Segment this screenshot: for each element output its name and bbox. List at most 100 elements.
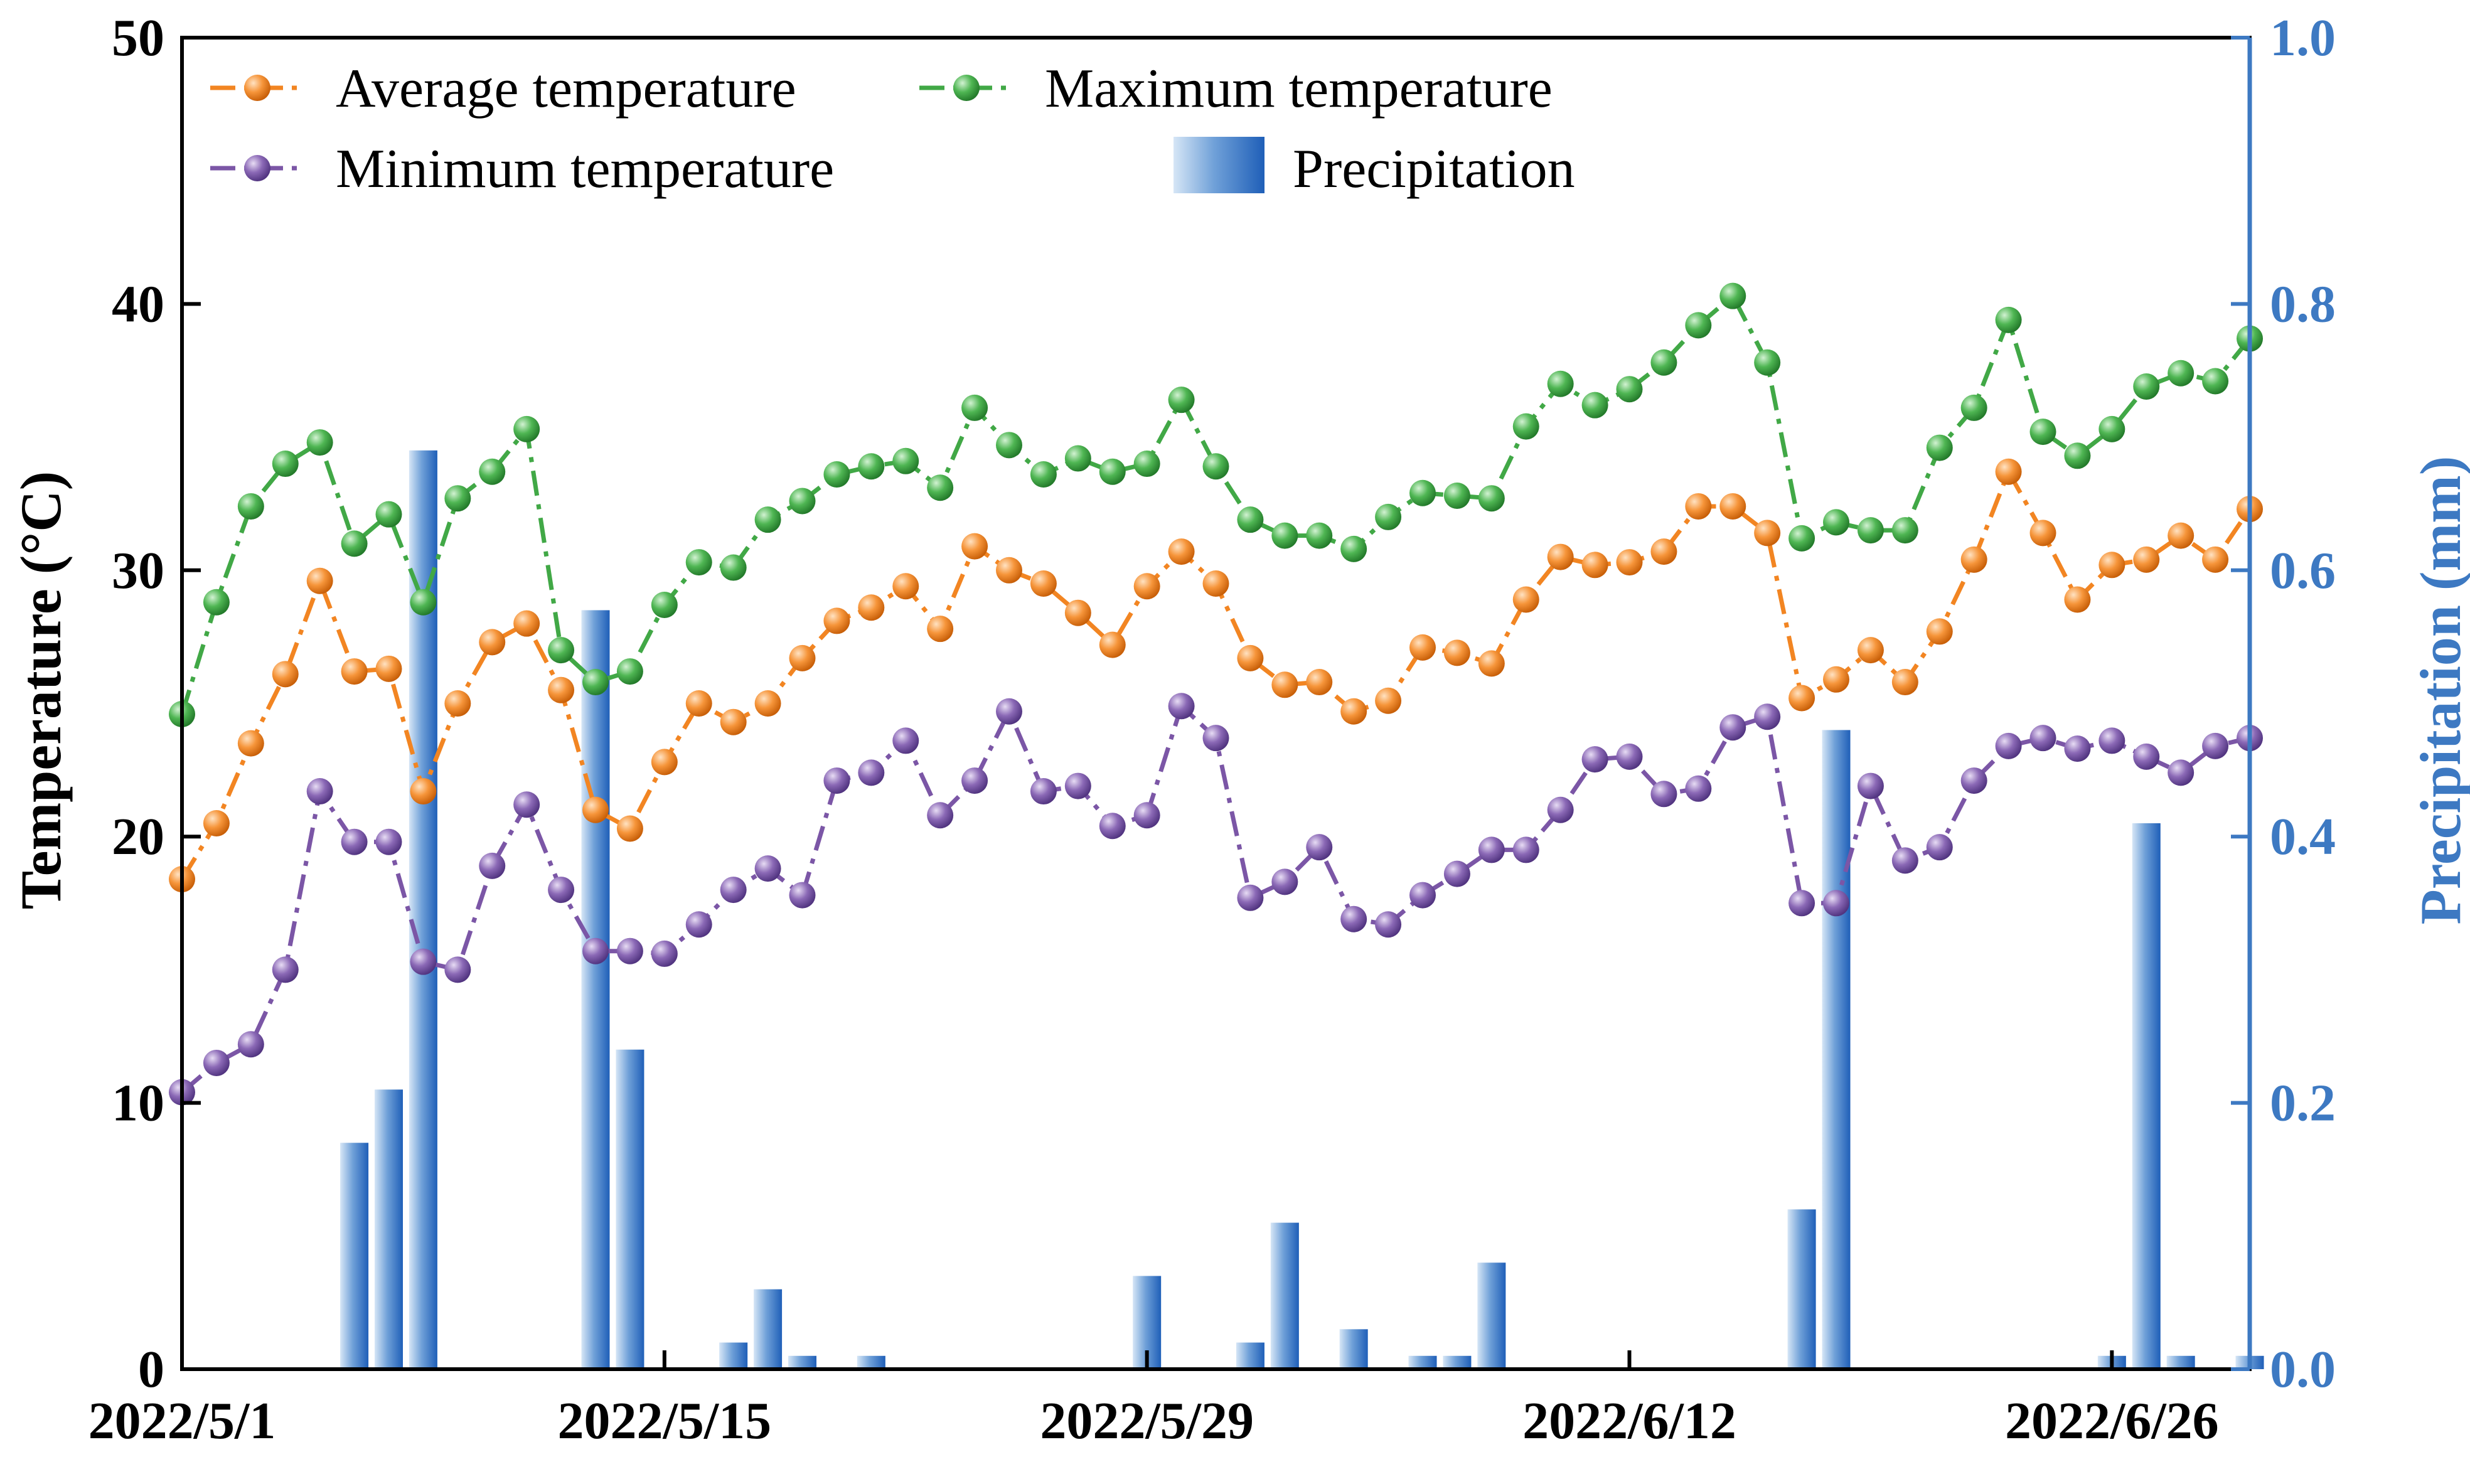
left-tick-label: 40 [112, 275, 164, 333]
temperature-markers [169, 282, 2263, 1106]
average-temperature-point [1891, 669, 1918, 696]
average-temperature-point [237, 730, 264, 757]
minimum-temperature-point [1857, 772, 1884, 799]
precipitation-bar [1822, 730, 1851, 1369]
average-temperature-point [1443, 639, 1470, 666]
maximum-temperature-point [823, 461, 850, 488]
minimum-temperature-point [1064, 772, 1091, 799]
precipitation-bar [374, 1089, 404, 1369]
minimum-temperature-point [1237, 884, 1264, 911]
x-tick-label: 2022/6/26 [2005, 1392, 2219, 1450]
average-temperature-point [685, 690, 712, 717]
x-tick-label: 2022/5/1 [88, 1392, 276, 1450]
precipitation-bar [719, 1342, 748, 1369]
average-temperature-point [927, 616, 954, 643]
average-temperature-point [410, 778, 437, 805]
maximum-temperature-point [2168, 360, 2195, 387]
right-axis: 0.0 0.2 0.4 0.6 0.8 1.0 [2231, 9, 2336, 1399]
maximum-temperature-point [651, 591, 678, 618]
minimum-temperature-point [1030, 778, 1057, 805]
maximum-temperature-point [1030, 461, 1057, 488]
minimum-temperature-point [1133, 802, 1160, 829]
average-temperature-point [1306, 669, 1333, 696]
precipitation-bar [616, 1049, 644, 1369]
precipitation-bar [2132, 823, 2161, 1369]
legend-marker [244, 155, 270, 181]
minimum-temperature-point [1823, 890, 1849, 917]
minimum-temperature-point [1202, 725, 1229, 752]
right-tick-label: 0.8 [2270, 275, 2336, 333]
temperature-lines [179, 294, 2252, 1094]
maximum-temperature-point [1685, 312, 1712, 339]
minimum-temperature-point [306, 778, 333, 805]
average-temperature-point [1478, 650, 1505, 677]
precipitation-bar [788, 1355, 817, 1369]
maximum-temperature-point [1064, 445, 1091, 472]
maximum-temperature-point [2133, 373, 2160, 400]
average-temperature-point [1926, 618, 1953, 645]
maximum-temperature-point [927, 474, 954, 501]
right-tick-label: 0.2 [2270, 1074, 2336, 1133]
minimum-temperature-point [513, 791, 540, 818]
minimum-temperature-point [1375, 911, 1402, 938]
minimum-temperature-point [823, 767, 850, 794]
minimum-temperature-point [203, 1049, 230, 1076]
left-tick-label: 20 [112, 808, 164, 866]
maximum-temperature-point [892, 447, 919, 474]
maximum-temperature-point [2098, 415, 2125, 442]
precipitation-bar [1339, 1329, 1368, 1369]
left-axis: 0 10 20 30 40 50 [112, 9, 201, 1399]
minimum-temperature-point [1168, 693, 1195, 720]
minimum-temperature-point [1685, 775, 1712, 802]
maximum-temperature-point [1237, 506, 1264, 533]
minimum-temperature-point [685, 911, 712, 938]
left-tick-label: 10 [112, 1074, 164, 1133]
precipitation-bar [1477, 1262, 1506, 1369]
average-temperature-point [2133, 546, 2160, 573]
minimum-temperature-point [1478, 836, 1505, 863]
average-temperature-point [1719, 493, 1746, 520]
average-temperature-point [548, 676, 575, 703]
average-temperature-point [996, 557, 1022, 584]
average-temperature-point [823, 607, 850, 634]
minimum-temperature-point [410, 948, 437, 975]
precipitation-bar [409, 450, 437, 1369]
maximum-temperature-point [1960, 394, 1987, 421]
minimum-temperature-point [892, 727, 919, 754]
x-tick-label: 2022/5/29 [1040, 1392, 1254, 1450]
average-temperature-point [858, 594, 885, 621]
maximum-temperature-point [1788, 525, 1815, 552]
legend-bar-sample [1174, 137, 1264, 193]
minimum-temperature-point [1340, 905, 1367, 932]
average-temperature-point [1754, 520, 1781, 547]
right-tick-label: 0.4 [2270, 808, 2336, 866]
average-temperature-point [651, 749, 678, 776]
legend-marker [244, 75, 270, 101]
minimum-temperature-point [2202, 732, 2229, 759]
maximum-temperature-point [1478, 485, 1505, 512]
average-temperature-point [306, 567, 333, 594]
precipitation-bar [1236, 1342, 1264, 1369]
minimum-temperature-point [1099, 813, 1126, 840]
average-temperature-point [1202, 570, 1229, 597]
maximum-temperature-point [1719, 282, 1746, 309]
average-temperature-point [1512, 586, 1539, 613]
average-temperature-point [1375, 687, 1402, 714]
maximum-temperature-point [1926, 434, 1953, 461]
left-tick-label: 0 [138, 1340, 164, 1399]
precipitation-bar [1787, 1209, 1816, 1369]
average-temperature-point [1409, 634, 1436, 661]
minimum-temperature-point [1512, 836, 1539, 863]
minimum-temperature-point [1891, 847, 1918, 874]
minimum-temperature-point [2168, 759, 2195, 786]
minimum-temperature-point [651, 940, 678, 967]
average-temperature-point [1788, 685, 1815, 712]
y-axis-title-right: Precipitation (mm) [2409, 456, 2470, 925]
average-temperature-point [2064, 586, 2091, 613]
minimum-temperature-point [582, 937, 609, 964]
plot-frame [180, 36, 2252, 1371]
maximum-temperature-point [272, 451, 299, 478]
average-temperature-point [1547, 543, 1574, 570]
average-temperature-point [341, 658, 368, 685]
